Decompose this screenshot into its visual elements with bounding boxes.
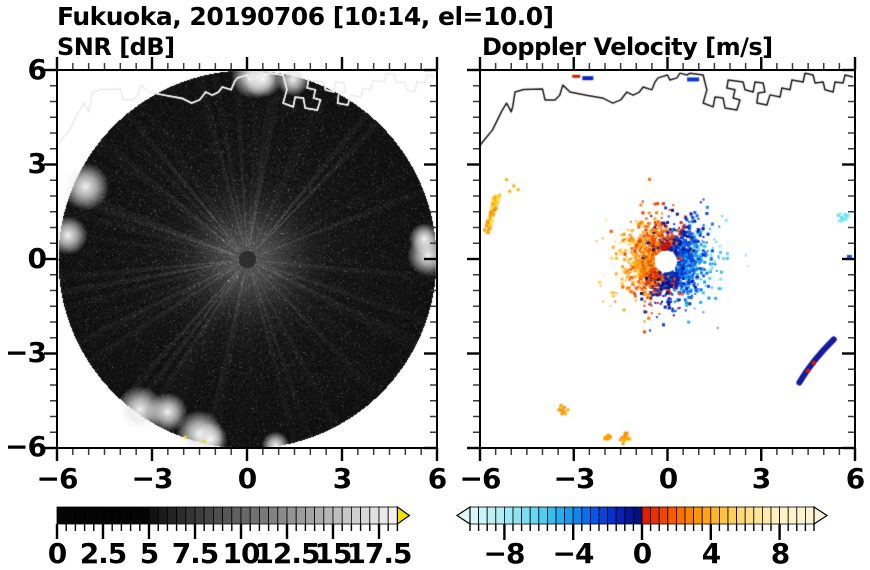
doppler-ppi-canvas <box>480 70 855 448</box>
snr-cbar-tick-label: 2.5 <box>79 537 128 570</box>
figure-title: Fukuoka, 20190706 [10:14, el=10.0] <box>57 2 554 31</box>
snr-panel-title: SNR [dB] <box>57 33 175 61</box>
doppler-cbar-tick-label: −4 <box>552 537 595 570</box>
doppler-x-tick-label: −6 <box>459 462 502 495</box>
snr-x-tick-label: 6 <box>427 462 447 495</box>
snr-y-tick-label: 3 <box>27 147 47 180</box>
snr-x-tick-label: 3 <box>332 462 352 495</box>
snr-x-tick-label: −6 <box>36 462 79 495</box>
snr-y-tick-label: 0 <box>27 242 47 275</box>
snr-cbar-tick-label: 10 <box>222 537 261 570</box>
snr-cbar-tick-label: 5 <box>139 537 159 570</box>
doppler-x-tick-label: 3 <box>751 462 771 495</box>
snr-cbar-tick-label: 12.5 <box>254 537 320 570</box>
doppler-panel-title: Doppler Velocity [m/s] <box>482 33 773 61</box>
snr-x-tick-label: 0 <box>237 462 257 495</box>
snr-cbar-tick-label: 17.5 <box>346 537 412 570</box>
snr-y-tick-label: 6 <box>27 53 47 86</box>
snr-y-tick-label: −3 <box>5 336 47 369</box>
snr-ppi-canvas <box>57 70 437 448</box>
snr-cbar-tick-label: 7.5 <box>171 537 220 570</box>
doppler-cbar-tick-label: 0 <box>632 537 652 570</box>
snr-x-tick-label: −3 <box>131 462 174 495</box>
doppler-cbar-tick-label: 8 <box>770 537 790 570</box>
doppler-cbar-tick-label: 4 <box>701 537 721 570</box>
snr-cbar-tick-label: 0 <box>47 537 67 570</box>
doppler-x-tick-label: 0 <box>658 462 678 495</box>
snr-cbar-tick-label: 15 <box>314 537 353 570</box>
doppler-x-tick-label: 6 <box>845 462 865 495</box>
doppler-x-tick-label: −3 <box>553 462 596 495</box>
snr-y-tick-label: −6 <box>5 430 47 463</box>
doppler-cbar-tick-label: −8 <box>483 537 526 570</box>
